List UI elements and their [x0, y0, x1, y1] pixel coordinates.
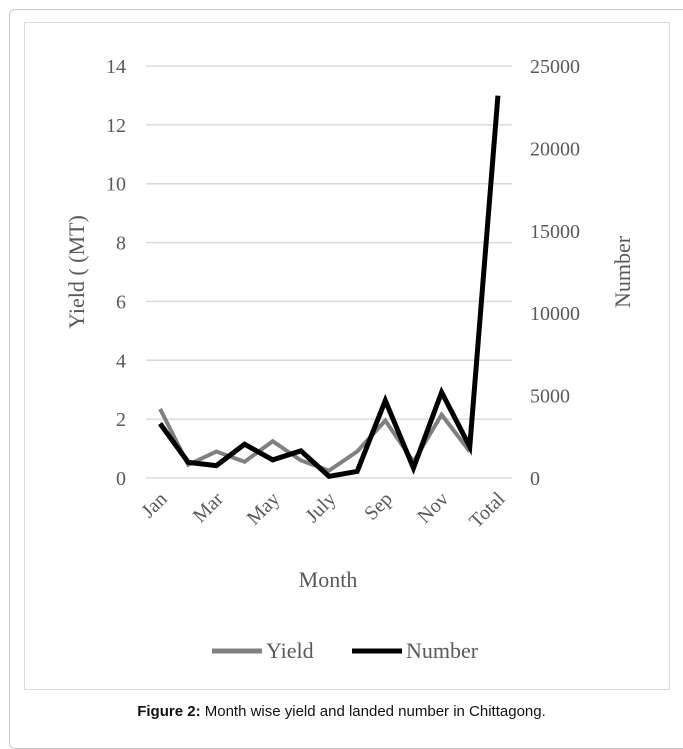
y2-tick-label: 20000 — [530, 138, 580, 160]
y-axis-title: Yield ( (MT) — [64, 215, 89, 329]
right-axis-ticks: 0 5000 10000 15000 20000 25000 — [530, 56, 580, 490]
y-tick-label: 2 — [116, 409, 126, 431]
caption-label: Figure 2: — [137, 703, 200, 720]
y-tick-label: 8 — [116, 233, 126, 255]
y-tick-label: 6 — [116, 291, 126, 313]
y2-tick-label: 25000 — [530, 56, 580, 78]
y-tick-label: 14 — [106, 56, 126, 78]
x-axis-title: Month — [299, 567, 358, 592]
y2-tick-label: 10000 — [530, 303, 580, 325]
x-tick-label: Mar — [189, 488, 228, 527]
dual-axis-line-chart: 0 2 4 6 8 10 12 14 0 5000 10000 15000 20000 25000 Ja… — [0, 0, 683, 700]
y-tick-label: 0 — [116, 468, 126, 490]
y-tick-label: 10 — [106, 174, 126, 196]
y2-tick-label: 5000 — [530, 386, 570, 408]
figure-caption: Figure 2: Month wise yield and landed nu… — [0, 703, 683, 720]
gridlines — [146, 66, 512, 478]
y-tick-label: 4 — [116, 350, 126, 372]
x-tick-label: Sep — [360, 488, 397, 525]
x-tick-label: Nov — [413, 488, 453, 528]
x-tick-label: Jan — [137, 488, 171, 522]
y2-tick-label: 15000 — [530, 221, 580, 243]
x-tick-label: May — [243, 488, 284, 529]
left-axis-ticks: 0 2 4 6 8 10 12 14 — [106, 56, 126, 490]
caption-text: Month wise yield and landed number in Ch… — [201, 703, 546, 720]
legend-label-yield: Yield — [266, 638, 314, 663]
legend-label-number: Number — [406, 638, 479, 663]
y-tick-label: 12 — [106, 115, 126, 137]
x-axis-ticks: Jan Mar May July Sep Nov Total — [137, 488, 510, 533]
legend: Yield Number — [212, 638, 479, 663]
y2-axis-title: Number — [610, 235, 635, 308]
y2-tick-label: 0 — [530, 468, 540, 490]
x-tick-label: July — [301, 488, 340, 527]
x-tick-label: Total — [465, 488, 510, 533]
